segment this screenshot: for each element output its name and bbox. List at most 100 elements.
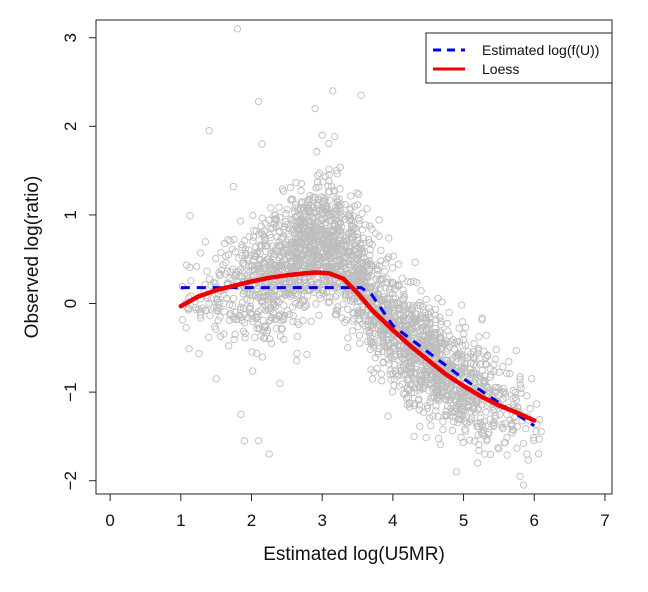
data-point [481, 450, 489, 458]
data-point [445, 331, 454, 340]
data-point [366, 251, 374, 259]
data-point [369, 343, 378, 352]
data-point [385, 305, 394, 313]
data-point [355, 311, 363, 319]
data-point [196, 311, 205, 319]
data-point [365, 239, 373, 247]
data-point [411, 316, 419, 324]
data-point [313, 232, 322, 241]
data-point [478, 366, 486, 375]
data-point [302, 245, 311, 253]
data-point [328, 242, 336, 250]
data-point [439, 425, 447, 434]
data-point [436, 440, 445, 449]
data-point [524, 456, 532, 464]
data-point [299, 261, 307, 269]
y-tick-label: 0 [61, 299, 80, 308]
data-point [297, 285, 305, 293]
y-tick-label: 2 [61, 122, 80, 131]
data-point [458, 363, 466, 372]
data-point [257, 332, 265, 340]
data-point [314, 183, 323, 191]
data-point [248, 261, 256, 270]
data-point [253, 349, 261, 358]
data-point [267, 224, 275, 232]
data-point [319, 208, 327, 216]
data-point [423, 401, 432, 410]
data-point [386, 312, 394, 320]
data-point [400, 293, 409, 301]
x-tick-label: 6 [530, 511, 539, 530]
data-point [229, 294, 238, 303]
data-point [397, 363, 405, 372]
data-point [242, 251, 250, 260]
data-point [376, 276, 384, 284]
data-point [410, 388, 418, 397]
data-point [478, 430, 486, 438]
data-point [294, 291, 302, 299]
data-point [261, 334, 269, 343]
data-point [271, 211, 280, 219]
data-point [269, 224, 277, 232]
data-point [333, 205, 341, 213]
data-point [415, 406, 423, 414]
data-point [347, 272, 355, 280]
data-point [216, 271, 224, 279]
data-point [316, 226, 324, 234]
data-point [390, 313, 399, 321]
data-point [476, 414, 485, 422]
data-point [455, 324, 463, 332]
data-point [404, 377, 413, 385]
data-point [371, 283, 379, 291]
data-point [222, 294, 231, 302]
data-point [438, 392, 447, 400]
data-point [444, 327, 452, 335]
data-point [272, 325, 281, 333]
data-point [279, 316, 288, 324]
data-point [322, 205, 331, 214]
data-point [335, 226, 344, 234]
data-point [490, 360, 498, 369]
data-point [279, 235, 287, 243]
data-point [260, 264, 269, 272]
data-point [346, 297, 355, 305]
data-point [386, 288, 394, 297]
data-point [516, 376, 524, 384]
data-point [329, 222, 337, 231]
data-point [258, 353, 267, 361]
data-point [430, 331, 438, 339]
data-point [483, 435, 491, 443]
data-point [300, 303, 308, 312]
data-point [265, 450, 273, 458]
data-point [254, 437, 263, 445]
data-point [451, 392, 460, 400]
data-point [434, 434, 443, 443]
data-point [451, 352, 460, 360]
data-point [239, 327, 248, 335]
data-point [241, 329, 249, 338]
data-point [398, 274, 406, 282]
data-point [448, 427, 457, 435]
data-point [186, 212, 194, 220]
data-point [407, 363, 416, 371]
data-point [354, 233, 362, 241]
data-point [280, 226, 288, 234]
data-point [426, 308, 435, 316]
data-point [259, 230, 267, 239]
data-point [522, 424, 530, 433]
data-point [249, 367, 257, 375]
data-point [501, 389, 509, 398]
data-point [449, 413, 457, 421]
data-point [221, 270, 230, 278]
data-point [246, 296, 254, 305]
data-point [303, 350, 311, 359]
data-point [253, 285, 261, 293]
data-point [422, 295, 430, 304]
data-point [320, 245, 329, 253]
data-point [345, 291, 353, 300]
data-point [251, 291, 260, 300]
data-point [205, 333, 213, 341]
data-point [417, 335, 425, 344]
data-point [294, 204, 302, 212]
data-point [296, 210, 304, 219]
